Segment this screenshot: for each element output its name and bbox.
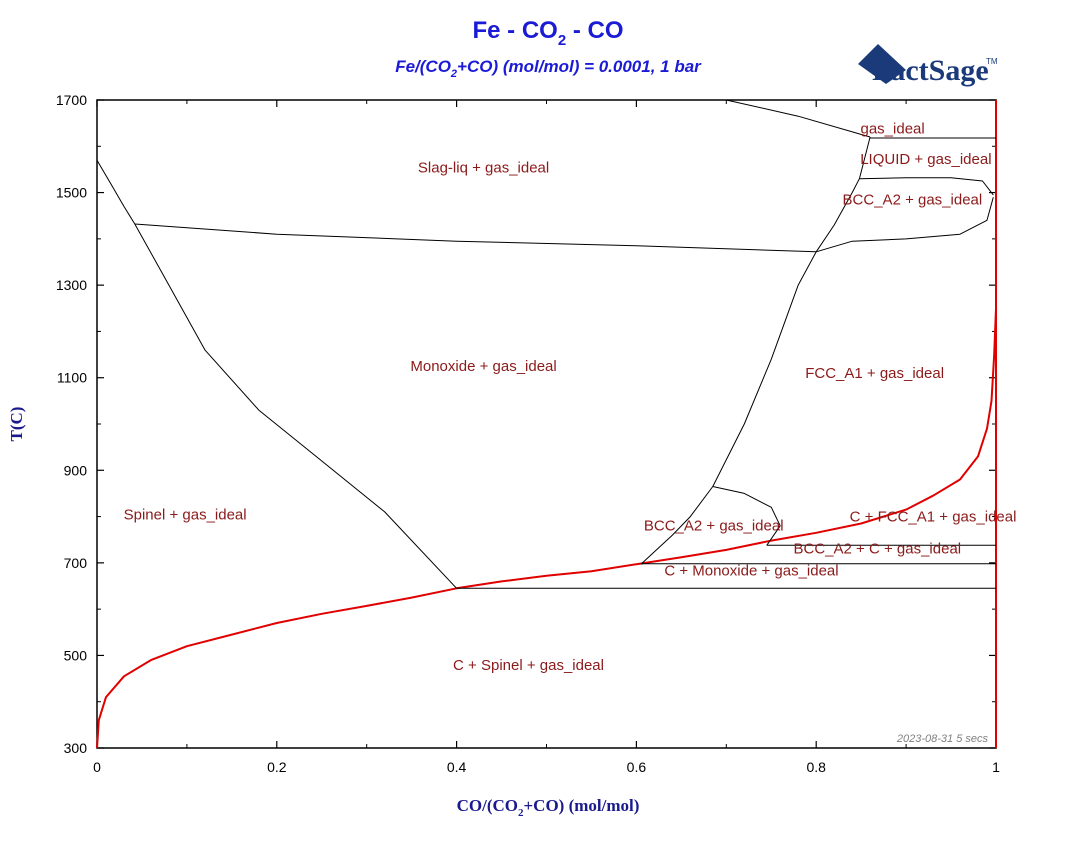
phase-boundary-line (134, 223, 457, 589)
phase-boundary-line (134, 197, 994, 253)
phase-region-label: Spinel + gas_ideal (124, 506, 247, 523)
chart-title: Fe - CO2 - CO (472, 17, 623, 49)
phase-boundaries (96, 99, 997, 749)
timestamp-stamp: 2023-08-31 5 secs (896, 733, 989, 745)
factsage-logo: FactSage TM (858, 44, 998, 87)
y-tick-label: 300 (64, 740, 88, 756)
y-tick-label: 1700 (56, 92, 87, 108)
phase-region-labels: gas_ideal LIQUID + gas_ideal BCC_A2 + gas_… (124, 120, 1017, 674)
phase-boundary-line (726, 99, 871, 138)
y-tick-label: 1300 (56, 277, 87, 293)
phase-boundary-line (859, 177, 994, 196)
x-tick-label: 0 (93, 759, 101, 775)
x-tick-label: 0.6 (627, 759, 647, 775)
phase-region-label: BCC_A2 + gas_ideal (843, 192, 983, 209)
x-tick-label: 0.2 (267, 759, 287, 775)
y-tick-label: 700 (64, 555, 88, 571)
phase-region-label: C + FCC_A1 + gas_ideal (850, 509, 1017, 526)
phase-boundary-line (815, 136, 871, 253)
x-tick-label: 0.8 (806, 759, 826, 775)
phase-region-label: gas_ideal (861, 120, 925, 137)
phase-boundary-line (712, 486, 781, 546)
phase-boundary-line (96, 159, 136, 225)
logo-trademark: TM (986, 57, 998, 66)
axis-tick-labels: 0 0.2 0.4 0.6 0.8 130050070090011001300150017… (56, 92, 1000, 775)
logo-text: FactSage (872, 54, 989, 87)
phase-region-label: C + Spinel + gas_ideal (453, 657, 604, 674)
x-tick-label: 1 (992, 759, 1000, 775)
y-tick-label: 900 (64, 462, 88, 478)
phase-region-label: Monoxide + gas_ideal (410, 358, 556, 375)
phase-region-label: BCC_A2 + C + gas_ideal (794, 541, 962, 558)
carbon-deposition-boundary (96, 308, 997, 749)
phase-region-label: Slag-liq + gas_ideal (418, 160, 549, 177)
y-tick-label: 500 (64, 647, 88, 663)
y-axis-title: T(C) (7, 407, 26, 442)
y-tick-label: 1100 (57, 370, 87, 386)
x-tick-label: 0.4 (447, 759, 467, 775)
y-tick-label: 1500 (56, 185, 87, 201)
phase-region-label: BCC_A2 + gas_ideal (644, 517, 784, 534)
logo-emblem-icon (858, 44, 906, 84)
phase-boundary-line (640, 251, 817, 565)
phase-region-label: FCC_A1 + gas_ideal (805, 365, 944, 382)
chart-subtitle: Fe/(CO2+CO) (mol/mol) = 0.0001, 1 bar (395, 57, 702, 80)
phase-region-label: C + Monoxide + gas_ideal (664, 562, 838, 579)
phase-region-label: LIQUID + gas_ideal (860, 151, 991, 168)
x-axis-title: CO/(CO2+CO) (mol/mol) (457, 796, 640, 819)
